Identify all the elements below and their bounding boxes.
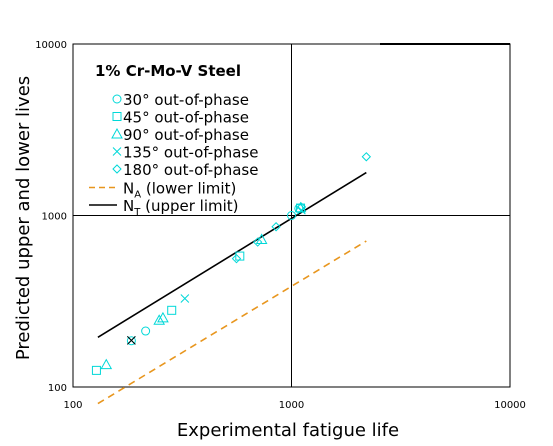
data-point-triangle: [153, 314, 166, 325]
chart-title: 1% Cr-Mo-V Steel: [95, 62, 241, 80]
legend-label: 135° out-of-phase: [123, 144, 258, 162]
legend-label: 90° out-of-phase: [123, 126, 249, 144]
data-point-diamond: [231, 253, 242, 264]
ticks: 100 1000 10000 100 1000 10000: [35, 40, 526, 411]
data-point-square: [167, 305, 177, 315]
data-point-triangle: [157, 311, 169, 323]
data-point-square: [91, 365, 101, 375]
legend-marker-square: [112, 112, 122, 121]
y-tick-label: 100: [48, 383, 67, 394]
data-point-diamond: [296, 202, 307, 212]
reference-lines: [97, 171, 367, 405]
x-tick-label: 1000: [279, 400, 304, 411]
legend-label: 45° out-of-phase: [123, 109, 249, 127]
x-tick-label: 100: [63, 400, 82, 411]
data-points: [91, 152, 372, 375]
data-point-x: [180, 294, 190, 303]
data-point-highlight: [127, 336, 136, 345]
data-point-diamond: [271, 222, 281, 232]
data-point-circle: [287, 211, 296, 220]
data-point-triangle: [100, 358, 113, 370]
data-point-x: [297, 205, 306, 215]
legend-label: NT (upper limit): [123, 197, 239, 218]
legend-label: NA (lower limit): [123, 180, 236, 201]
legend-label: 30° out-of-phase: [123, 91, 249, 109]
legend-marker-x: [112, 147, 122, 156]
data-point-diamond: [361, 152, 372, 162]
legend-label: 180° out-of-phase: [123, 161, 258, 179]
data-point-square: [235, 251, 245, 261]
y-tick-label: 1000: [42, 212, 67, 223]
x-axis-label: Experimental fatigue life: [177, 420, 399, 441]
y-tick-label: 10000: [35, 40, 67, 51]
y-axis-label: Predicted upper and lower lives: [13, 76, 34, 360]
data-point-diamond: [252, 237, 263, 247]
x-tick-label: 10000: [494, 400, 526, 411]
data-point-circle: [141, 326, 151, 336]
legend-marker-triangle: [111, 127, 123, 139]
lower-limit-line: [97, 240, 367, 405]
data-point-circle: [126, 336, 136, 346]
legend-marker-circle: [112, 94, 122, 104]
legend-marker-diamond: [112, 164, 122, 174]
upper-limit-line: [97, 171, 367, 338]
